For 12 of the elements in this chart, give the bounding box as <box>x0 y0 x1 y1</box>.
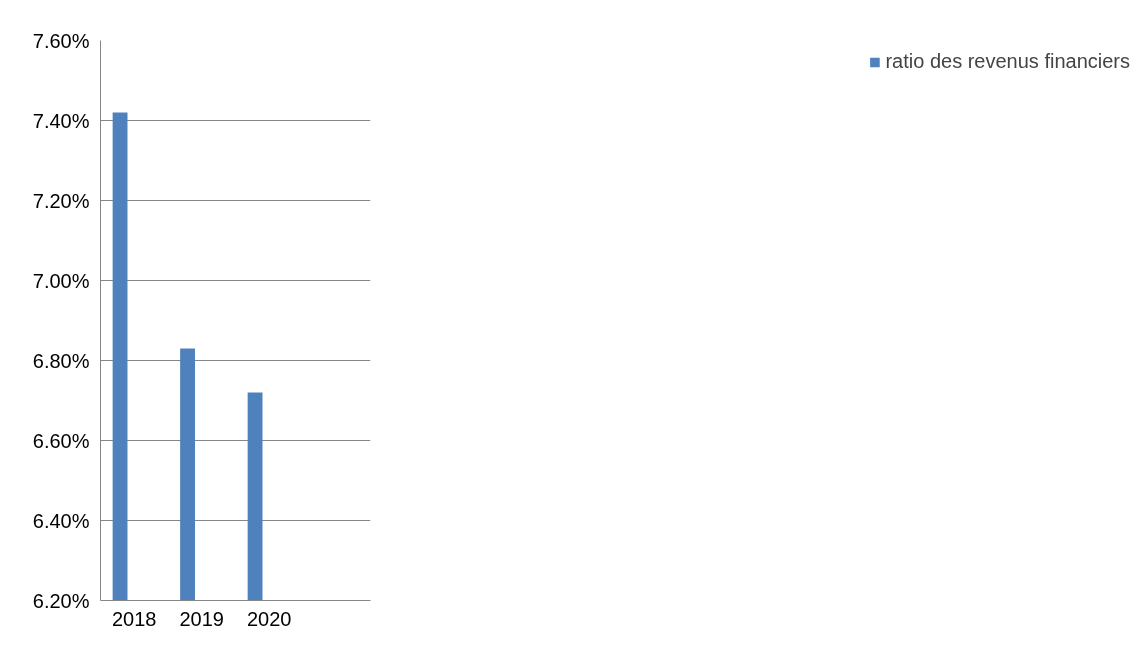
y-tick-label: 6.60% <box>32 429 90 452</box>
y-tick-label: 7.40% <box>32 109 90 132</box>
y-tick-label: 6.40% <box>32 509 90 532</box>
y-tick-label: 7.60% <box>32 29 90 52</box>
x-tick-label: 2020 <box>247 607 292 630</box>
legend-label: ratio des revenus financiers <box>885 50 1130 73</box>
y-tick-label: 6.20% <box>32 589 90 612</box>
x-tick-label: 2018 <box>112 607 157 630</box>
y-tick-label: 7.00% <box>32 269 90 292</box>
y-tick-label: 7.20% <box>32 189 90 212</box>
x-tick-label: 2019 <box>179 607 224 630</box>
y-tick-label: 6.80% <box>32 349 90 372</box>
